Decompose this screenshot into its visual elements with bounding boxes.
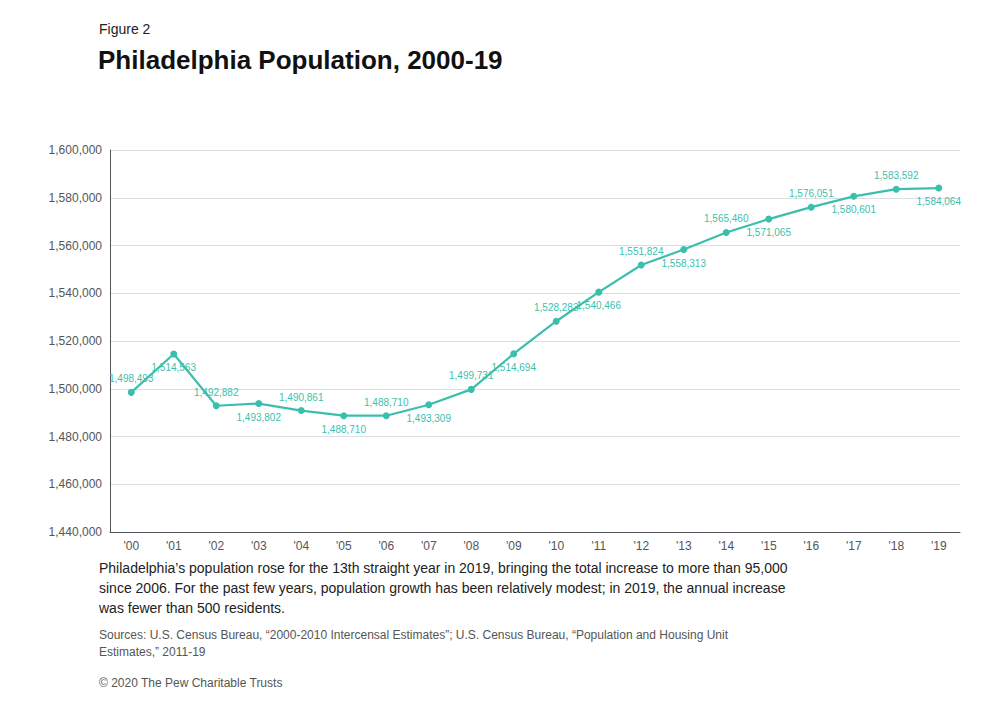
svg-text:'13: '13 [676,539,692,553]
svg-text:Figure 2: Figure 2 [99,21,151,37]
svg-text:1,498,493: 1,498,493 [109,373,154,384]
svg-text:1,558,313: 1,558,313 [662,258,707,269]
svg-text:1,493,309: 1,493,309 [407,413,452,424]
svg-text:'18: '18 [888,539,904,553]
svg-text:'11: '11 [591,539,606,553]
svg-text:1,565,460: 1,565,460 [704,213,749,224]
svg-text:1,500,000: 1,500,000 [49,382,103,396]
svg-text:'00: '00 [123,539,139,553]
svg-text:Estimates,” 2011-19: Estimates,” 2011-19 [99,645,206,659]
svg-text:1,583,592: 1,583,592 [874,170,919,181]
svg-text:1,580,000: 1,580,000 [49,191,103,205]
svg-text:since 2006. For the past few y: since 2006. For the past few years, popu… [99,580,786,596]
svg-text:1,493,802: 1,493,802 [237,412,282,423]
svg-text:1,576,051: 1,576,051 [789,188,834,199]
svg-text:'06: '06 [378,539,394,553]
svg-text:1,540,000: 1,540,000 [49,286,103,300]
svg-text:1,520,000: 1,520,000 [49,334,103,348]
svg-text:'10: '10 [548,539,564,553]
svg-text:1,540,466: 1,540,466 [577,300,622,311]
svg-text:1,499,731: 1,499,731 [449,370,494,381]
svg-text:1,580,601: 1,580,601 [832,204,877,215]
svg-text:'09: '09 [506,539,522,553]
svg-text:1,584,064: 1,584,064 [917,196,962,207]
svg-text:© 2020 The Pew Charitable Trus: © 2020 The Pew Charitable Trusts [99,676,282,690]
svg-text:'07: '07 [421,539,437,553]
svg-text:Philadelphia Population, 2000-: Philadelphia Population, 2000-19 [98,45,503,75]
svg-text:'03: '03 [251,539,267,553]
svg-text:'19: '19 [931,539,947,553]
svg-text:'17: '17 [846,539,862,553]
svg-text:1,514,563: 1,514,563 [152,362,197,373]
svg-text:'04: '04 [293,539,309,553]
svg-text:'02: '02 [208,539,224,553]
svg-text:1,488,710: 1,488,710 [322,424,367,435]
svg-text:1,551,824: 1,551,824 [619,246,664,257]
svg-text:1,460,000: 1,460,000 [49,477,103,491]
svg-text:'12: '12 [633,539,649,553]
svg-text:1,490,861: 1,490,861 [279,392,324,403]
svg-text:'14: '14 [718,539,734,553]
svg-text:was fewer than 500 residents.: was fewer than 500 residents. [98,600,285,616]
svg-text:1,492,882: 1,492,882 [194,387,239,398]
svg-text:'16: '16 [803,539,819,553]
svg-text:1,571,065: 1,571,065 [747,227,792,238]
svg-text:1,600,000: 1,600,000 [49,143,103,157]
svg-text:Sources: U.S. Census Bureau, “: Sources: U.S. Census Bureau, “2000-2010 … [99,628,729,642]
svg-text:'01: '01 [166,539,182,553]
svg-text:1,560,000: 1,560,000 [49,239,103,253]
svg-text:1,480,000: 1,480,000 [49,430,103,444]
svg-text:1,514,694: 1,514,694 [492,362,537,373]
svg-text:1,488,710: 1,488,710 [364,397,409,408]
svg-text:1,440,000: 1,440,000 [49,525,103,539]
svg-text:1,528,283: 1,528,283 [534,302,579,313]
svg-text:'05: '05 [336,539,352,553]
svg-text:Philadelphia’s population rose: Philadelphia’s population rose for the 1… [99,560,788,576]
svg-text:'15: '15 [761,539,777,553]
svg-text:'08: '08 [463,539,479,553]
